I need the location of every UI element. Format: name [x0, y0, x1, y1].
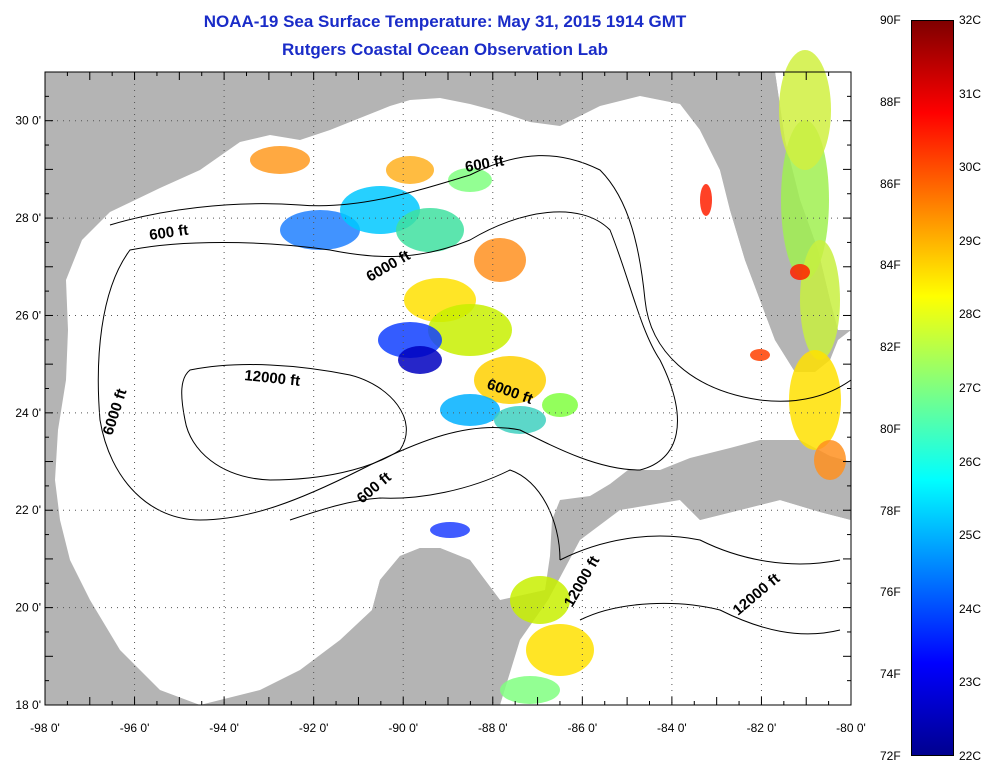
sst-patch	[510, 576, 570, 624]
contour-caribbean	[559, 535, 841, 565]
colorbar-f-label: 86F	[880, 176, 901, 191]
colorbar-f-label: 76F	[880, 585, 901, 600]
sst-patch	[396, 208, 464, 252]
contour-label-12000ft-gulf: 12000 ft	[244, 367, 301, 390]
contour-600ft-yucatan	[289, 469, 561, 561]
colorbar-f-label: 78F	[880, 503, 901, 518]
sst-patch	[800, 240, 840, 360]
lon-tick-label: -94 0'	[209, 721, 239, 735]
lon-tick-label: -88 0'	[478, 721, 508, 735]
sst-patch	[814, 440, 846, 480]
sst-patch	[250, 146, 310, 174]
lat-axis-labels: 30 0' 28 0' 26 0' 24 0' 22 0' 20 0' 18 0'	[15, 114, 41, 712]
lat-tick-label: 24 0'	[15, 406, 41, 420]
colorbar-c-label: 31C	[959, 86, 982, 101]
contour-label-600ft-nw: 600 ft	[148, 222, 189, 244]
lon-tick-label: -80 0'	[836, 721, 866, 735]
colorbar-f-label: 72F	[880, 749, 901, 763]
contour-600ft-north	[109, 155, 852, 402]
colorbar-f-label: 90F	[880, 13, 901, 27]
sst-patch	[398, 346, 442, 374]
sst-patch	[474, 238, 526, 282]
bathymetry-contours	[97, 155, 852, 635]
lat-tick-label: 30 0'	[15, 114, 41, 128]
map-subtitle: Rutgers Coastal Ocean Observation Lab	[282, 40, 608, 59]
colorbar-c-label: 24C	[959, 601, 982, 616]
sst-patch	[448, 168, 492, 192]
colorbar-c-label: 25C	[959, 528, 982, 543]
contour-6000ft-ring	[97, 211, 678, 521]
colorbar-f-label: 80F	[880, 421, 901, 436]
sst-patch	[779, 50, 831, 170]
sst-patch	[386, 156, 434, 184]
lon-tick-label: -82 0'	[747, 721, 777, 735]
sst-patch	[789, 350, 841, 450]
colorbar-f-label: 82F	[880, 340, 901, 355]
lon-tick-label: -86 0'	[568, 721, 598, 735]
colorbar-c-label: 26C	[959, 454, 982, 469]
axis-ticks	[44, 71, 852, 706]
colorbar-c-label: 30C	[959, 160, 982, 175]
sst-patch	[790, 264, 810, 280]
temperature-colorbar	[911, 20, 954, 756]
colorbar-f-label: 74F	[880, 667, 901, 682]
lon-axis-labels: -98 0' -96 0' -94 0' -92 0' -90 0' -88 0' -86 …	[30, 721, 866, 735]
colorbar-c-label: 28C	[959, 307, 982, 322]
contour-caribbean-2	[579, 602, 841, 635]
lat-lon-grid	[45, 72, 851, 705]
lon-tick-label: -92 0'	[299, 721, 329, 735]
colorbar-c-label: 23C	[959, 675, 982, 690]
lat-tick-label: 28 0'	[15, 211, 41, 225]
lat-tick-label: 18 0'	[15, 698, 41, 712]
sst-patch	[440, 394, 500, 426]
lon-tick-label: -96 0'	[120, 721, 150, 735]
contour-label-600ft-ne: 600 ft	[464, 152, 506, 176]
sst-patch	[500, 676, 560, 704]
cuba-land	[660, 440, 851, 520]
colorbar-f-label: 84F	[880, 258, 901, 273]
contour-12000ft-abyssal	[181, 364, 407, 481]
sst-patch	[526, 624, 594, 676]
lon-tick-label: -98 0'	[30, 721, 60, 735]
colorbar-c-label: 22C	[959, 749, 982, 763]
sst-patch	[750, 349, 770, 361]
lat-tick-label: 22 0'	[15, 503, 41, 517]
lon-tick-label: -90 0'	[388, 721, 418, 735]
sst-patch	[542, 393, 578, 417]
florida-land	[700, 72, 830, 372]
lon-tick-label: -84 0'	[657, 721, 687, 735]
sst-patch	[280, 210, 360, 250]
lat-tick-label: 20 0'	[15, 601, 41, 615]
colorbar-c-label: 32C	[959, 13, 982, 27]
sst-data-layer	[250, 50, 846, 704]
lat-tick-label: 26 0'	[15, 308, 41, 322]
colorbar-c-label: 27C	[959, 381, 982, 395]
colorbar-f-label: 88F	[880, 94, 901, 109]
colorbar-c-label: 29C	[959, 233, 982, 248]
sst-patch	[474, 356, 546, 404]
sst-patch	[700, 184, 712, 216]
sst-patch	[428, 304, 512, 356]
sst-patch	[430, 522, 470, 538]
map-title: NOAA-19 Sea Surface Temperature: May 31,…	[203, 12, 687, 31]
yucatan-land	[372, 548, 510, 705]
